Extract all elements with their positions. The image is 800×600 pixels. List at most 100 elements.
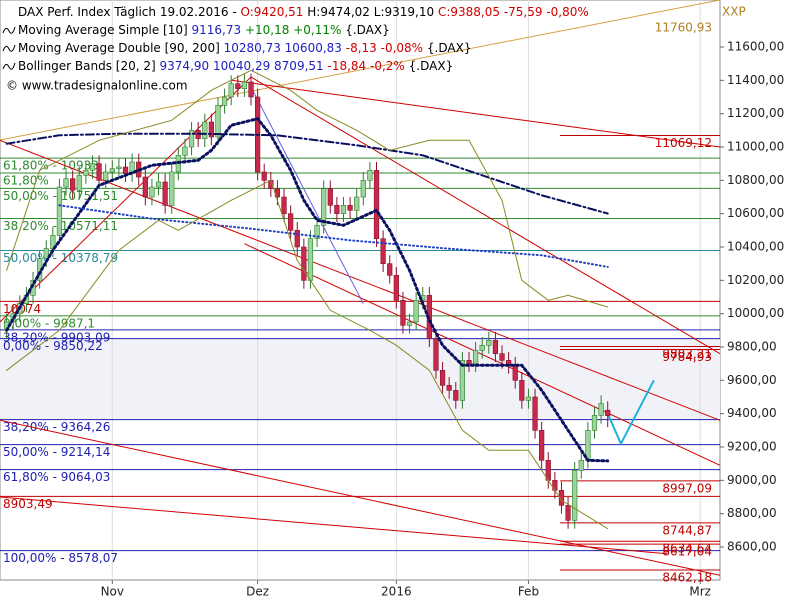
- candle-body: [578, 460, 584, 471]
- indicator-name: Bollinger Bands [20, 2]: [18, 59, 156, 73]
- candle-body: [241, 81, 248, 89]
- indicator-value: 9374,90 10040,29 8709,51: [160, 59, 324, 73]
- candle-body: [486, 340, 492, 346]
- plot-area: [0, 0, 721, 581]
- candle-body: [459, 360, 465, 401]
- candle-body: [472, 350, 479, 364]
- candle-body: [116, 166, 122, 169]
- level-label: 100,00% - 8578,07: [3, 551, 118, 565]
- indicator-value: 9116,73: [192, 23, 242, 37]
- candle-body: [321, 188, 327, 226]
- candle-body: [558, 490, 565, 506]
- right-level-label: 11760,93: [655, 21, 712, 35]
- y-tick-label: 8800,00: [727, 506, 777, 520]
- right-level-label: 9803,21: [662, 347, 712, 361]
- ohlc-value: H:9474,02: [307, 5, 370, 19]
- candle-body: [202, 121, 208, 139]
- candle-body: [393, 275, 399, 301]
- candle-body: [149, 186, 155, 198]
- y-tick-label: 11400,00: [727, 73, 784, 87]
- candle-body: [439, 370, 446, 386]
- right-level-label: 8462,18: [662, 570, 712, 584]
- level-label: 50,00% - 9214,14: [3, 445, 110, 459]
- candle-body: [532, 396, 538, 431]
- candle-body: [605, 409, 611, 416]
- indicator-icon: [2, 62, 16, 70]
- trend-line: [0, 0, 721, 141]
- candle-body: [373, 170, 380, 239]
- fib-band: [0, 338, 720, 420]
- y-tick-label: 10600,00: [727, 206, 784, 220]
- level-label: 61,80%: [3, 174, 49, 188]
- chart-title: DAX Perf. Index Täglich: [18, 5, 156, 19]
- indicator-line: [6, 179, 609, 530]
- y-tick-label: 10400,00: [727, 240, 784, 254]
- candle-body: [466, 360, 472, 364]
- candle-body: [288, 213, 294, 231]
- y-tick-label: 11200,00: [727, 106, 784, 120]
- trend-line: [0, 496, 668, 555]
- level-label: 38,20% - 9364,26: [3, 420, 110, 434]
- y-tick-label: 9800,00: [727, 340, 777, 354]
- candle-body: [565, 505, 571, 521]
- y-tick-label: 9600,00: [727, 373, 777, 387]
- watermark: © www.tradesignalonline.com: [6, 79, 188, 93]
- trend-line: [0, 76, 252, 323]
- candle-body: [56, 186, 63, 236]
- y-tick-label: 9000,00: [727, 473, 777, 487]
- indicator-suffix: {.DAX}: [345, 23, 390, 37]
- candle-body: [360, 180, 366, 198]
- level-label: 38,20% - 9903,09: [3, 330, 110, 344]
- candle-body: [109, 168, 115, 173]
- candle-body: [354, 196, 360, 211]
- indicator-value: 10280,73 10600,83: [224, 41, 342, 55]
- candle-body: [433, 338, 439, 371]
- indicator-line: [5, 117, 610, 463]
- right-level-label: 8617,04: [662, 545, 712, 559]
- ohlc-value: O:9420,51: [241, 5, 304, 19]
- candle-body: [492, 340, 499, 354]
- x-tick-label: Dez: [246, 585, 269, 599]
- candle-body: [539, 430, 545, 461]
- candle-body: [307, 238, 314, 281]
- header-line: DAX Perf. Index Täglich 19.02.2016 - O:9…: [18, 5, 589, 19]
- indicator-legend: Moving Average Simple [10] 9116,73 +10,1…: [18, 23, 390, 37]
- candle-body: [446, 385, 452, 391]
- candle-body: [380, 238, 386, 264]
- indicator-change: -8,13 -0,08%: [346, 41, 423, 55]
- trend-line: [0, 139, 721, 421]
- y-tick-label: 8600,00: [727, 540, 777, 554]
- x-tick-label: 2016: [381, 585, 412, 599]
- candle-body: [400, 300, 406, 326]
- candle-body: [83, 170, 89, 176]
- trend-line: [231, 79, 721, 148]
- trend-line: [606, 379, 655, 447]
- candle-body: [208, 121, 214, 138]
- indicator-name: Moving Average Simple [10]: [18, 23, 188, 37]
- indicator-line: [58, 204, 609, 268]
- candle-body: [552, 480, 558, 491]
- candle-body: [76, 175, 82, 191]
- trend-line: [250, 76, 721, 355]
- indicator-suffix: {.DAX}: [427, 41, 472, 55]
- candle-body: [340, 205, 347, 214]
- trend-line: [0, 419, 721, 576]
- candle-body: [294, 230, 300, 248]
- indicator-line: [5, 132, 609, 215]
- y-tick-label: 9400,00: [727, 406, 777, 420]
- indicator-line: [6, 69, 609, 308]
- indicator-legend: Moving Average Double [90, 200] 10280,73…: [18, 41, 471, 55]
- candle-body: [512, 365, 518, 381]
- candle-body: [63, 178, 69, 188]
- candle-body: [96, 163, 102, 181]
- candle-body: [334, 205, 340, 214]
- y-tick-label: 10800,00: [727, 173, 784, 187]
- candle-body: [591, 415, 598, 431]
- candle-body: [248, 81, 254, 98]
- candle-body: [301, 246, 307, 281]
- level-label: 0,00% - 9987,1: [3, 316, 95, 330]
- y-tick-label: 10200,00: [727, 273, 784, 287]
- corner-text: XXP: [722, 5, 746, 19]
- right-level-label: 8634,64: [662, 542, 712, 556]
